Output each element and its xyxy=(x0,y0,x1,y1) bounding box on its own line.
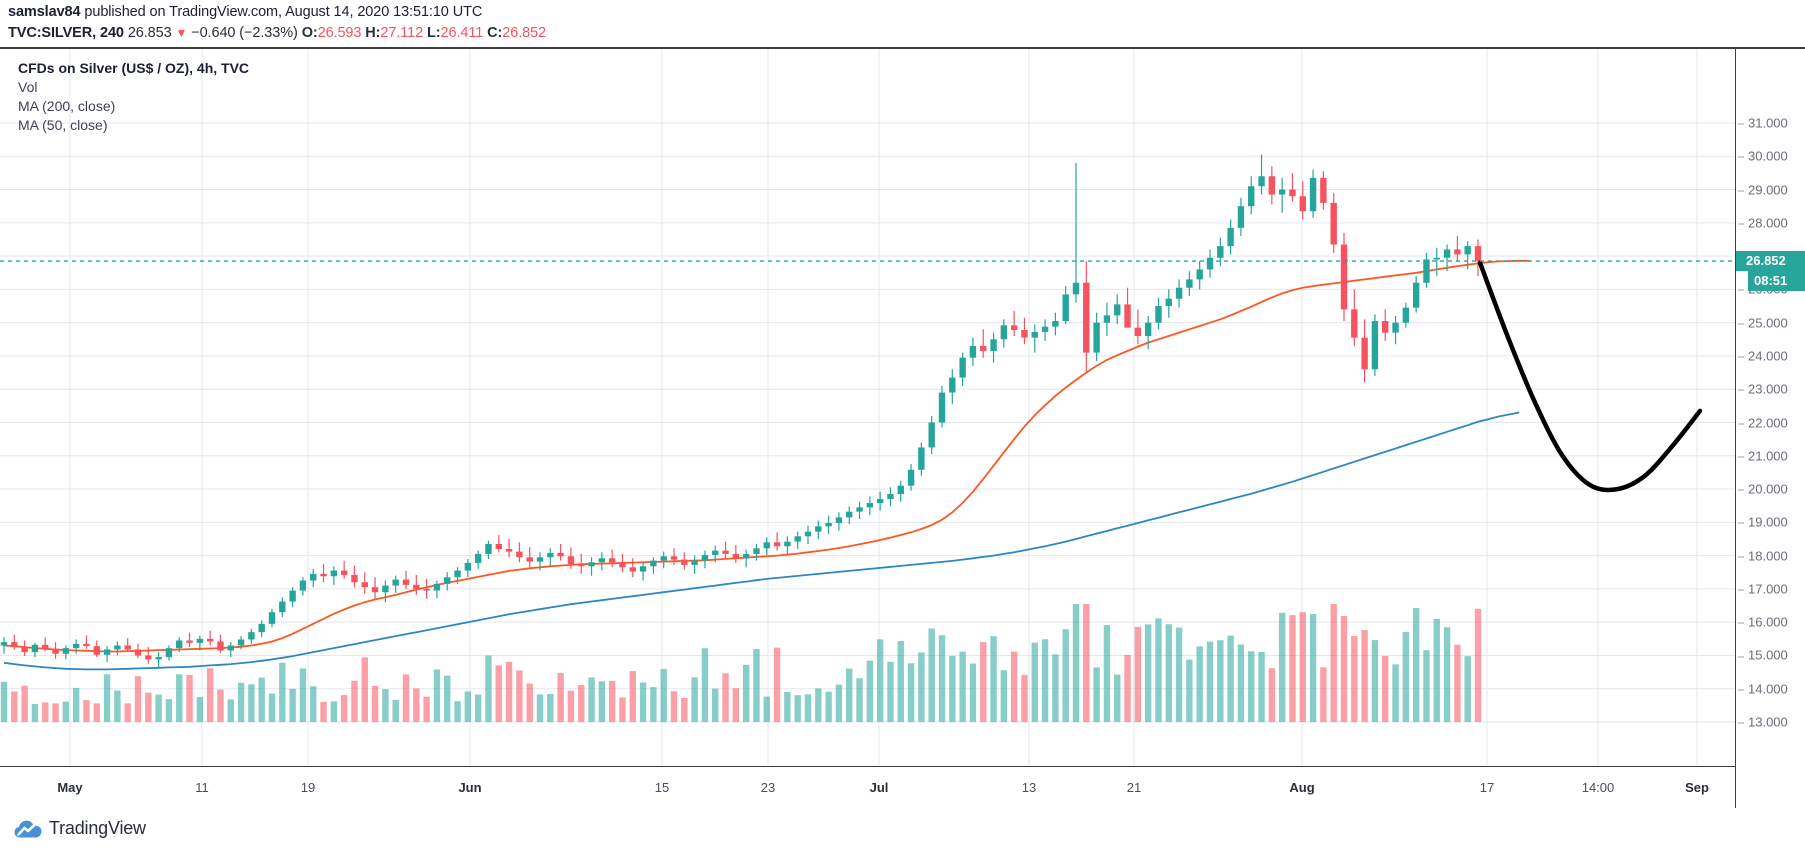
price-tick-31-000: 31.000 xyxy=(1736,116,1805,131)
last-price: 26.853 xyxy=(127,25,172,41)
candlestick-group xyxy=(0,154,1482,669)
time-tick-may: May xyxy=(57,780,83,795)
ma50-line xyxy=(3,259,1530,653)
down-arrow-icon: ▼ xyxy=(175,26,188,40)
open-value: 26.593 xyxy=(317,25,362,41)
price-tick-dash-icon xyxy=(1738,389,1744,391)
symbol-label: TVC:SILVER, 240 xyxy=(8,25,124,41)
low-value: 26.411 xyxy=(440,25,484,41)
price-scale-axis[interactable]: 31.00030.00029.00028.00027.00026.00025.0… xyxy=(1735,49,1805,810)
time-scale-axis[interactable]: May 11 19 Jun 15 23 Jul 13 21 Aug 17 14:00 Sep xyxy=(0,766,1735,808)
price-tick-dash-icon xyxy=(1738,522,1744,524)
low-key: L: xyxy=(427,25,441,41)
ma200-line xyxy=(3,411,1520,671)
price-tick-15-000: 15.000 xyxy=(1736,648,1805,663)
time-tick-jun: Jun xyxy=(458,780,482,795)
publisher-header: samslav84 published on TradingView.com, … xyxy=(8,4,482,20)
price-tick-dash-icon xyxy=(1738,423,1744,425)
price-change: −0.640 (−2.33%) xyxy=(191,25,298,41)
price-tick-dash-icon xyxy=(1738,622,1744,624)
time-tick-21: 21 xyxy=(1126,780,1142,795)
quote-ohlc-header: TVC:SILVER, 240 26.853 ▼ −0.640 (−2.33%)… xyxy=(8,25,546,41)
projection-curve xyxy=(1477,260,1703,493)
price-tick-16-000: 16.000 xyxy=(1736,615,1805,630)
price-tick-21-000: 21.000 xyxy=(1736,448,1805,463)
price-tick-28-000: 28.000 xyxy=(1736,215,1805,230)
price-tick-dash-icon xyxy=(1738,456,1744,458)
gridlines-group xyxy=(0,49,1735,766)
close-value: 26.852 xyxy=(502,25,547,41)
volume-bars-group xyxy=(0,604,1482,722)
price-tick-dash-icon xyxy=(1738,656,1744,657)
high-key: H: xyxy=(365,25,381,41)
price-tick-20-000: 20.000 xyxy=(1736,482,1805,497)
price-tick-dash-icon xyxy=(1738,323,1744,325)
time-tick-15: 15 xyxy=(654,780,670,795)
tradingview-logo[interactable]: TradingView xyxy=(14,818,146,839)
time-tick-1400: 14:00 xyxy=(1581,780,1615,795)
price-tick-dash-icon xyxy=(1738,356,1744,358)
time-tick-jul: Jul xyxy=(869,780,889,795)
price-tick-dash-icon xyxy=(1738,156,1744,158)
price-tick-18-000: 18.000 xyxy=(1736,548,1805,563)
time-tick-sep: Sep xyxy=(1685,780,1709,795)
price-tick-dash-icon xyxy=(1738,556,1744,558)
price-tick-dash-icon xyxy=(1738,689,1744,691)
time-tick-17: 17 xyxy=(1479,780,1495,795)
time-tick-11: 11 xyxy=(195,780,209,795)
time-tick-19: 19 xyxy=(300,780,316,795)
price-tick-22-000: 22.000 xyxy=(1736,415,1805,430)
price-tick-dash-icon xyxy=(1738,190,1744,192)
tradingview-cloud-icon xyxy=(14,820,42,837)
publisher-published-text: published on TradingView.com, August 14,… xyxy=(80,4,483,20)
price-tick-24-000: 24.000 xyxy=(1736,348,1805,363)
chart-frame: CFDs on Silver (US$ / OZ), 4h, TVC Vol M… xyxy=(0,47,1805,810)
price-tick-17-000: 17.000 xyxy=(1736,581,1805,596)
price-tick-dash-icon xyxy=(1738,489,1744,491)
price-tick-30-000: 30.000 xyxy=(1736,149,1805,164)
close-key: C: xyxy=(487,25,503,41)
time-tick-13: 13 xyxy=(1021,780,1037,795)
price-tick-13-000: 13.000 xyxy=(1736,715,1805,730)
price-tick-dash-icon xyxy=(1738,223,1744,225)
bar-countdown-badge: 08:51 xyxy=(1748,271,1805,292)
chart-canvas xyxy=(0,49,1735,766)
high-value: 27.112 xyxy=(380,25,424,41)
tradingview-logo-text: TradingView xyxy=(49,818,146,838)
price-tick-23-000: 23.000 xyxy=(1736,382,1805,397)
current-price-badge[interactable]: 26.852 xyxy=(1736,251,1805,272)
price-tick-dash-icon xyxy=(1738,589,1744,591)
price-tick-dash-icon xyxy=(1738,289,1744,291)
price-tick-14-000: 14.000 xyxy=(1736,681,1805,696)
price-tick-19-000: 19.000 xyxy=(1736,515,1805,530)
price-tick-29-000: 29.000 xyxy=(1736,182,1805,197)
chart-plot-area[interactable] xyxy=(0,49,1735,766)
price-tick-dash-icon xyxy=(1738,722,1744,724)
publisher-author: samslav84 xyxy=(8,4,81,20)
price-tick-dash-icon xyxy=(1738,123,1744,125)
footer-bar: TradingView xyxy=(0,808,1805,861)
time-tick-aug: Aug xyxy=(1289,780,1315,795)
price-tick-25-000: 25.000 xyxy=(1736,315,1805,330)
time-tick-23: 23 xyxy=(760,780,776,795)
open-key: O: xyxy=(301,25,318,41)
